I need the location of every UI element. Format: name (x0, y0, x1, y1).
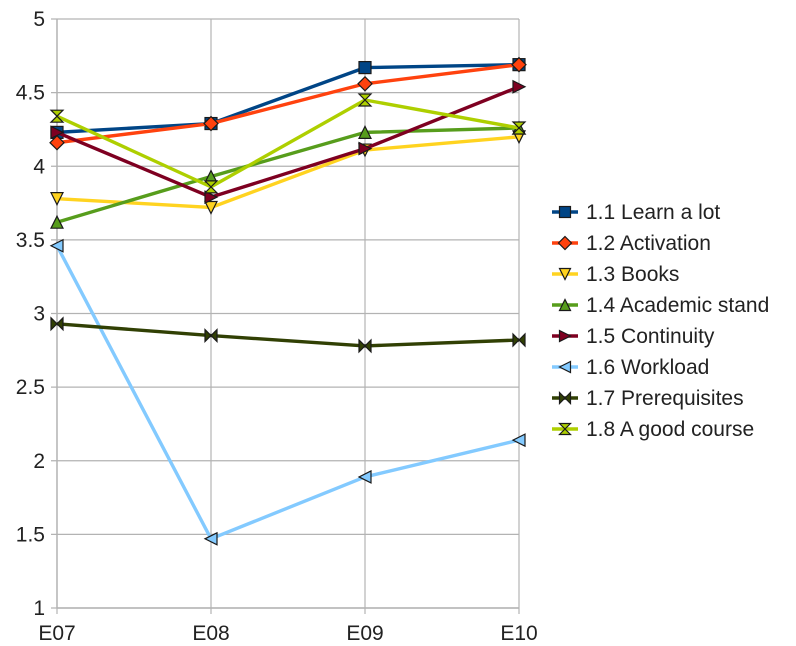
legend-item: 1.8 A good course (552, 418, 754, 441)
y-tick-label: 5 (33, 8, 45, 31)
legend-label: 1.2 Activation (586, 232, 711, 255)
data-point (50, 214, 64, 229)
series-line (56, 135, 520, 210)
data-point (204, 200, 218, 215)
data-point (49, 109, 65, 123)
series-line (56, 98, 520, 189)
legend-item: 1.4 Academic stand (552, 294, 769, 317)
legend: 1.1 Learn a lot 1.2 Activation 1.3 Books 1.… (552, 201, 769, 441)
data-point (511, 56, 527, 73)
legend-label: 1.5 Continuity (586, 325, 715, 348)
legend-label: 1.8 A good course (586, 418, 754, 441)
y-tick-labels: 1 1.5 2 2.5 3 3.5 4 4.5 5 (16, 8, 46, 620)
data-point (512, 332, 526, 348)
series-line (56, 62, 520, 135)
legend-marker (558, 391, 572, 405)
legend-item: 1.6 Workload (552, 356, 709, 379)
data-point (358, 125, 372, 139)
legend-item: 1.3 Books (552, 263, 679, 286)
x-tick-labels: E07 E08 E09 E10 (38, 622, 537, 645)
legend-label: 1.6 Workload (586, 356, 709, 379)
series-line (56, 126, 520, 224)
legend-item: 1.2 Activation (552, 232, 711, 255)
data-point (204, 328, 218, 344)
y-tick-label: 1 (33, 597, 45, 620)
legend-item: 1.7 Prerequisites (552, 387, 744, 410)
data-point (511, 433, 526, 448)
data-point (50, 316, 64, 332)
series-line (55, 244, 520, 541)
legend-label: 1.4 Academic stand (586, 294, 769, 317)
data-point (357, 93, 373, 107)
y-tick-label: 2.5 (16, 376, 45, 399)
series-6 (49, 238, 526, 546)
legend-marker (558, 422, 572, 436)
series-7 (50, 316, 526, 354)
x-tick-label: E10 (500, 622, 537, 645)
legend-label: 1.1 Learn a lot (586, 201, 720, 224)
series-line (56, 62, 520, 145)
legend-marker (558, 329, 572, 343)
data-point (204, 190, 219, 205)
y-tick-label: 4.5 (16, 82, 45, 105)
legend-marker (558, 205, 572, 219)
y-tick-label: 2 (33, 450, 45, 473)
y-tick-label: 1.5 (16, 523, 45, 546)
y-tick-label: 3.5 (16, 229, 45, 252)
legend-marker (558, 298, 572, 312)
legend-label: 1.7 Prerequisites (586, 387, 744, 410)
x-tick-label: E08 (192, 622, 229, 645)
x-tick-label: E09 (346, 622, 383, 645)
series-line (56, 322, 520, 348)
data-point (511, 121, 527, 135)
data-point (50, 192, 64, 206)
data-point (512, 79, 527, 94)
legend-item: 1.1 Learn a lot (552, 201, 720, 224)
y-tick-label: 3 (33, 303, 45, 326)
legend-marker (557, 235, 573, 251)
data-point (357, 75, 373, 92)
data-point (203, 115, 219, 132)
series-4 (50, 120, 526, 229)
data-point (49, 238, 64, 253)
legend-label: 1.3 Books (586, 263, 679, 286)
legend-marker (558, 267, 572, 281)
data-point (358, 338, 372, 354)
series-group (49, 56, 527, 546)
data-point (49, 134, 65, 151)
data-point (203, 180, 219, 194)
series-line (56, 85, 520, 199)
data-point (357, 469, 372, 484)
series-5 (50, 79, 527, 205)
data-point (358, 60, 372, 75)
legend-item: 1.5 Continuity (552, 325, 715, 348)
series-2 (49, 56, 527, 151)
grid-lines (51, 18, 520, 614)
data-point (358, 141, 373, 156)
data-point (203, 531, 218, 546)
legend-marker (558, 360, 572, 374)
series-1 (50, 58, 526, 139)
y-tick-label: 4 (33, 155, 45, 178)
data-point (50, 125, 65, 140)
series-8 (49, 93, 527, 194)
x-tick-label: E07 (38, 622, 75, 645)
